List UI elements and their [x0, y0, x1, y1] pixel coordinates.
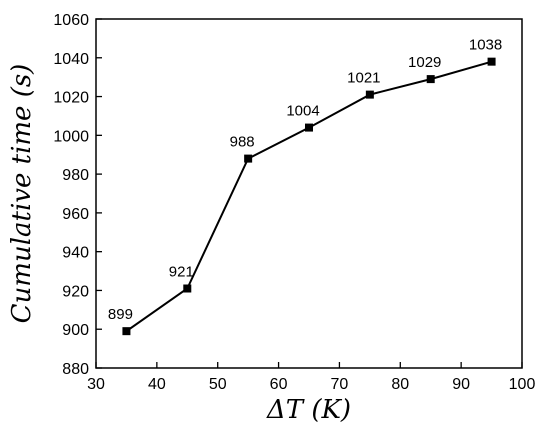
y-tick-label: 960 — [62, 206, 89, 223]
y-tick-label: 920 — [62, 283, 89, 300]
data-label: 1021 — [347, 70, 380, 87]
y-tick-label: 940 — [62, 245, 89, 262]
y-tick-label: 1000 — [53, 128, 89, 145]
series-layer — [122, 57, 496, 336]
x-tick-label: 40 — [148, 376, 166, 393]
y-tick-label: 880 — [62, 361, 89, 378]
data-label: 1038 — [469, 37, 502, 54]
axis-ticks: 30 40 50 60 70 80 90 100 880 900 920 940 960 980 1000 1… — [53, 12, 535, 393]
y-tick-label: 1020 — [53, 90, 89, 107]
y-tick-label: 1040 — [53, 51, 89, 68]
plot-frame — [95, 18, 523, 369]
data-point — [426, 75, 435, 84]
x-tick-label: 80 — [391, 376, 409, 393]
y-tick-label: 900 — [62, 322, 89, 339]
data-label: 921 — [169, 264, 194, 281]
data-point — [122, 327, 131, 336]
x-tick-label: 100 — [509, 376, 536, 393]
data-point — [183, 284, 192, 293]
x-axis-title: ΔT (K) — [266, 395, 351, 425]
data-label: 899 — [108, 306, 133, 323]
y-axis-title: Cumulative time (s) — [7, 64, 37, 324]
data-label: 1004 — [286, 103, 319, 120]
x-tick-label: 50 — [209, 376, 227, 393]
data-label: 988 — [230, 134, 255, 151]
y-tick-label: 980 — [62, 167, 89, 184]
data-point — [365, 90, 374, 99]
x-tick-label: 30 — [87, 376, 105, 393]
data-labels: 899 921 988 1004 1021 1029 1038 — [108, 37, 502, 324]
x-tick-label: 90 — [452, 376, 470, 393]
data-point — [305, 123, 313, 132]
data-label: 1029 — [408, 54, 441, 71]
y-tick-label: 1060 — [53, 12, 89, 29]
x-tick-label: 60 — [270, 376, 288, 393]
x-tick-label: 70 — [331, 376, 349, 393]
data-point — [487, 57, 496, 66]
data-point — [244, 154, 253, 163]
